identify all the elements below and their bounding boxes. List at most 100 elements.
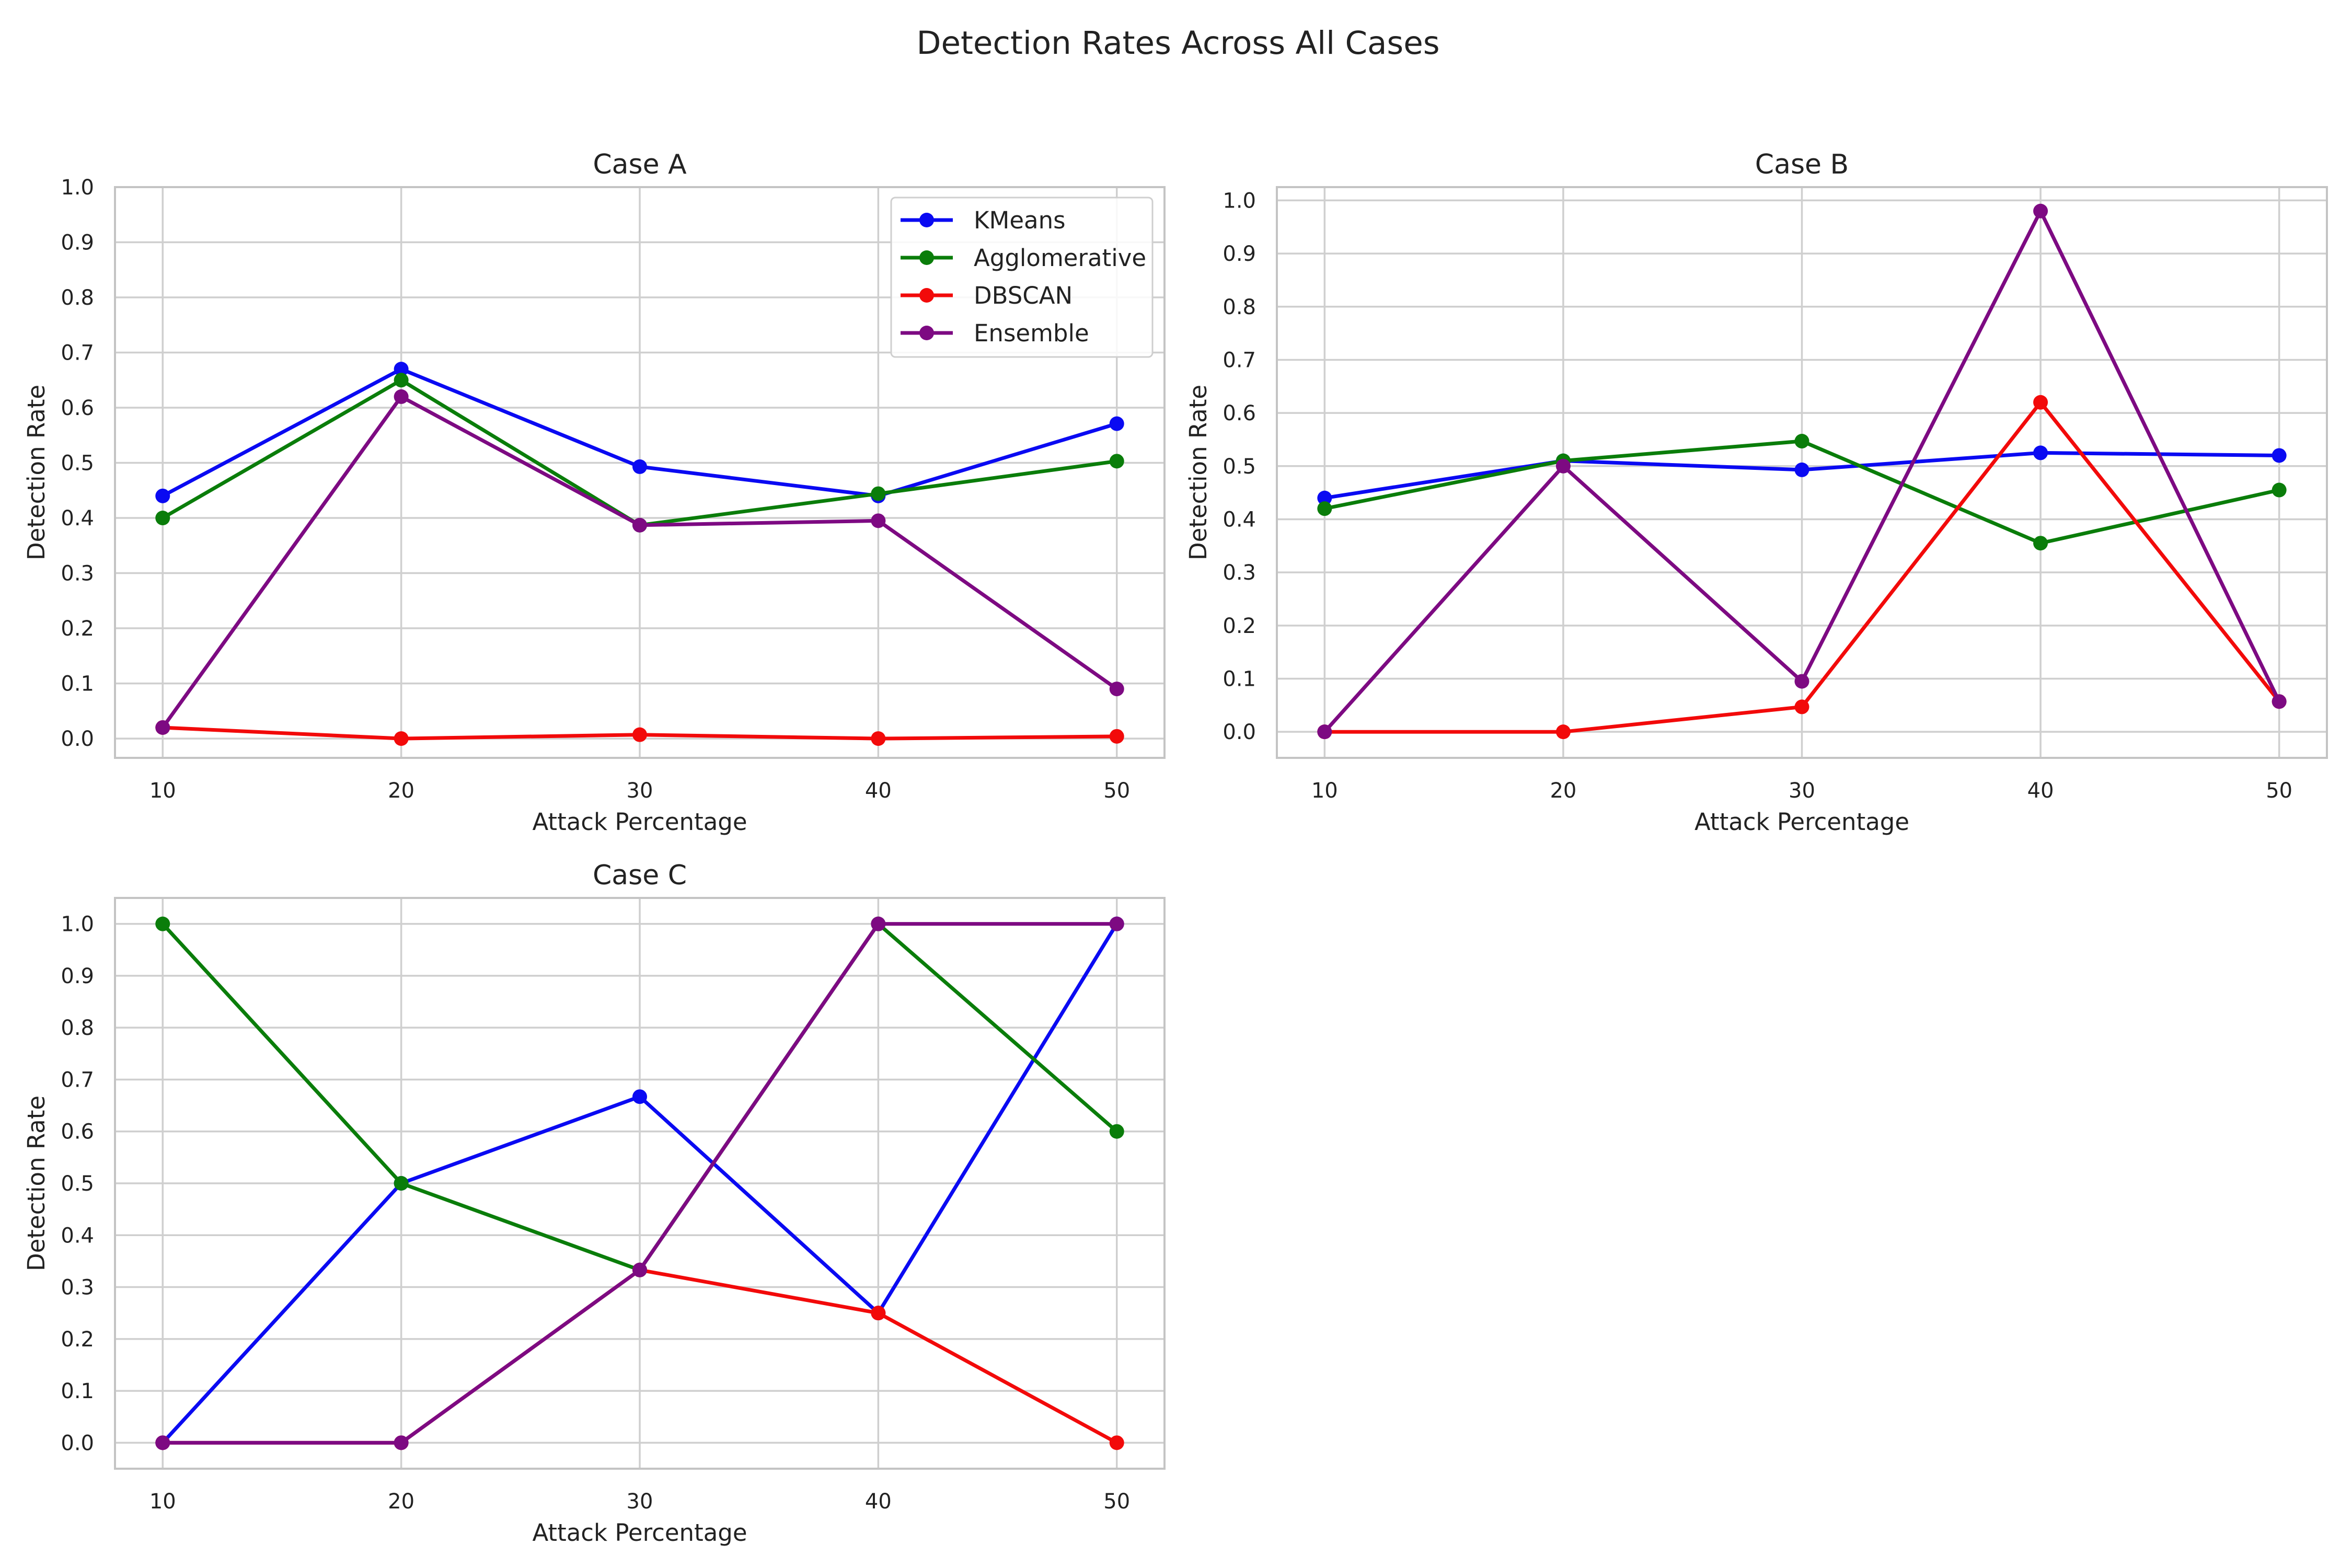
data-point-kmeans (1794, 462, 1809, 477)
y-tick-label: 0.5 (1223, 455, 1256, 479)
data-point-dbscan (632, 727, 647, 742)
data-point-kmeans (1109, 416, 1124, 431)
y-tick-label: 0.3 (1223, 561, 1256, 585)
x-tick-label: 40 (865, 779, 892, 803)
x-tick-label: 10 (1311, 779, 1338, 803)
data-point-ensemble (394, 1435, 409, 1450)
data-point-dbscan (1794, 699, 1809, 714)
data-point-kmeans (2033, 445, 2048, 460)
data-point-kmeans (632, 459, 647, 474)
data-point-ensemble (871, 916, 886, 931)
y-tick-label: 0.2 (61, 617, 94, 641)
data-point-agglomerative (871, 486, 886, 501)
y-tick-label: 1.0 (1223, 189, 1256, 213)
figure-title: Detection Rates Across All Cases (916, 25, 1439, 62)
subplot-title: Case A (593, 149, 687, 180)
x-tick-label: 30 (627, 779, 653, 803)
x-tick-label: 10 (149, 1490, 176, 1514)
legend-label: KMeans (974, 206, 1066, 234)
y-tick-label: 0.0 (61, 1431, 94, 1455)
data-point-dbscan (394, 731, 409, 746)
data-point-ensemble (2272, 694, 2287, 709)
y-tick-label: 0.4 (61, 506, 94, 531)
data-point-ensemble (1109, 916, 1124, 931)
y-tick-label: 0.1 (61, 672, 94, 696)
x-tick-label: 50 (1103, 1490, 1130, 1514)
plot-frame (1276, 186, 2328, 759)
subplot-title: Case C (593, 860, 687, 891)
x-axis-label: Attack Percentage (532, 808, 747, 836)
y-tick-label: 0.9 (61, 964, 94, 988)
y-tick-label: 0.7 (61, 1068, 94, 1092)
data-point-ensemble (155, 1435, 170, 1450)
series-layer (155, 362, 1124, 746)
legend-label: DBSCAN (974, 282, 1073, 309)
y-tick-label: 0.6 (61, 1120, 94, 1144)
legend-label: Agglomerative (974, 244, 1146, 272)
y-tick-label: 1.0 (61, 176, 94, 200)
legend-swatch-marker (919, 213, 934, 227)
tick-layer: 10 20 30 40 50 0.0 0.1 0.2 0.3 0.4 0.5 0.6 0.7 0.8 0.9… (61, 176, 1130, 803)
y-tick-label: 0.7 (61, 341, 94, 365)
data-point-agglomerative (2272, 482, 2287, 498)
legend-label: Ensemble (974, 319, 1089, 347)
y-tick-label: 0.1 (61, 1379, 94, 1403)
data-point-dbscan (1555, 724, 1571, 740)
x-axis-label: Attack Percentage (532, 1519, 747, 1547)
data-point-kmeans (1317, 490, 1332, 505)
x-tick-label: 20 (1550, 779, 1576, 803)
data-point-ensemble (155, 720, 170, 735)
y-tick-label: 0.4 (1223, 508, 1256, 532)
y-axis-label: Detection Rate (22, 1096, 50, 1271)
legend-swatch-marker (919, 250, 934, 265)
x-tick-label: 20 (388, 779, 414, 803)
y-axis-label: Detection Rate (1184, 385, 1212, 560)
x-tick-label: 30 (1789, 779, 1815, 803)
legend-swatch-marker (919, 326, 934, 340)
data-point-agglomerative (2033, 536, 2048, 551)
data-point-kmeans (2272, 448, 2287, 463)
series-layer (155, 916, 1124, 1450)
y-tick-label: 0.8 (1223, 295, 1256, 319)
data-point-agglomerative (155, 511, 170, 526)
data-point-ensemble (871, 513, 886, 528)
data-point-agglomerative (1109, 1124, 1124, 1139)
subplot-case-c: 10 20 30 40 50 0.0 0.1 0.2 0.3 0.4 0.5 0.6 0.7 0.8 0.9… (22, 860, 1166, 1547)
x-tick-label: 20 (388, 1490, 414, 1514)
y-tick-label: 0.1 (1223, 667, 1256, 691)
y-axis-label: Detection Rate (22, 385, 50, 560)
subplot-case-b: 10 20 30 40 50 0.0 0.1 0.2 0.3 0.4 0.5 0.6 0.7 0.8 0.9… (1184, 149, 2328, 836)
subplot-title: Case B (1755, 149, 1849, 180)
y-tick-label: 1.0 (61, 913, 94, 937)
legend-box (890, 197, 1154, 358)
x-tick-label: 50 (1103, 779, 1130, 803)
legend-item-ensemble: Ensemble (901, 319, 1089, 347)
legend-item-kmeans: KMeans (901, 206, 1066, 234)
data-point-ensemble (1109, 682, 1124, 697)
y-tick-label: 0.0 (1223, 720, 1256, 744)
y-tick-label: 0.8 (61, 1016, 94, 1040)
data-point-agglomerative (1794, 434, 1809, 449)
data-point-ensemble (1794, 674, 1809, 689)
x-tick-label: 30 (627, 1490, 653, 1514)
y-tick-label: 0.9 (61, 231, 94, 255)
plot-frame (114, 897, 1166, 1470)
data-point-ensemble (632, 517, 647, 533)
y-tick-label: 0.7 (1223, 348, 1256, 372)
data-point-agglomerative (155, 916, 170, 931)
data-point-dbscan (1109, 729, 1124, 744)
y-tick-label: 0.5 (61, 452, 94, 476)
data-point-dbscan (871, 731, 886, 746)
data-point-ensemble (632, 1262, 647, 1277)
y-tick-label: 0.0 (61, 727, 94, 751)
x-tick-label: 40 (2027, 779, 2054, 803)
legend-item-agglomerative: Agglomerative (901, 244, 1146, 272)
y-tick-label: 0.3 (61, 562, 94, 586)
y-tick-label: 0.8 (61, 286, 94, 310)
x-tick-label: 40 (865, 1490, 892, 1514)
legend: KMeans Agglomerative DBSCAN Ensemble (890, 197, 1154, 358)
data-point-kmeans (394, 362, 409, 377)
plot-frame (114, 186, 1166, 759)
